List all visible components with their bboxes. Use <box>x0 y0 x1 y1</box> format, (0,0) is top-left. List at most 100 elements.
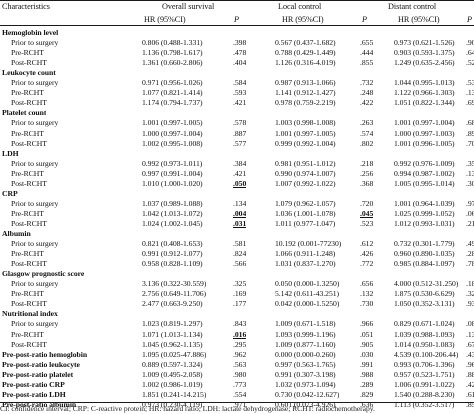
os-p-cell: .169 <box>233 289 247 299</box>
dc-hr-cell: 0.957 (0.523-1.751) <box>394 369 455 379</box>
dc-p-cell: .53 <box>466 78 474 88</box>
os-p-cell: .177 <box>233 299 247 309</box>
dc-hr-cell: 1.050 (0.352-3.131) <box>394 299 455 309</box>
os-p-cell: .554 <box>233 389 247 399</box>
os-p-cell: .773 <box>233 379 247 389</box>
lc-p-cell: .991 <box>360 359 374 369</box>
os-hr-cell: 0.971 (0.956-1.026) <box>142 78 203 88</box>
lc-p-cell: .422 <box>360 98 374 108</box>
section-label: Hemoglobin level <box>2 28 59 37</box>
dc-hr-cell: 0.993 (0.706-1.396) <box>394 359 455 369</box>
dc-hr-cell: 1.540 (0.288-8.230) <box>394 389 455 399</box>
dc-hr-cell: 0.829 (0.671-1.024) <box>394 319 455 329</box>
os-hr-cell: 1.000 (0.997-1.004) <box>142 128 203 138</box>
lc-p-cell: .802 <box>360 138 374 148</box>
lc-hr-cell: 0.987 (0.913-1.066) <box>275 78 336 88</box>
lc-hr-cell: 1.079 (0.962-1.057) <box>275 198 336 208</box>
os-hr-cell: 1.077 (0.821-1.414) <box>142 88 203 98</box>
lc-p-cell: .045 <box>360 208 374 218</box>
lc-hr-cell: 10.192 (0.001-77230) <box>275 239 342 249</box>
dc-p-cell: .32 <box>466 289 474 299</box>
header-overall-survival: Overall survival <box>162 2 215 11</box>
lc-hr-cell: 1.009 (0.877-1.160) <box>275 339 336 349</box>
lc-hr-cell: 1.032 (0.973-1.094) <box>275 379 336 389</box>
row-label: Pre-post-ratio albumin <box>2 399 77 409</box>
lc-p-cell: .444 <box>360 48 374 58</box>
dc-hr-cell: 1.249 (0.635-2.456) <box>394 58 455 68</box>
dc-p-cell: .08 <box>466 319 474 329</box>
lc-hr-cell: 1.126 (0.316-4.019) <box>275 58 336 68</box>
os-p-cell: .581 <box>233 239 247 249</box>
subheader-dc-hr: HR (95%CI) <box>398 15 440 24</box>
os-hr-cell: 3.136 (0.322-30.559) <box>142 279 207 289</box>
lc-hr-cell: 0.567 (0.437-1.682) <box>275 38 336 48</box>
lc-p-cell: .368 <box>360 178 374 188</box>
dc-p-cell: .49 <box>466 239 474 249</box>
dc-hr-cell: 1.039 (0.988-1.093) <box>394 329 455 339</box>
os-p-cell: .398 <box>233 38 247 48</box>
os-p-cell: .577 <box>233 138 247 148</box>
dc-p-cell: .61 <box>466 389 474 399</box>
table-bottom-rule <box>0 402 474 403</box>
header-local-control: Local control <box>278 2 322 11</box>
row-label: Prior to surgery <box>11 158 59 168</box>
dc-p-cell: .64 <box>466 48 474 58</box>
lc-p-cell: .905 <box>360 339 374 349</box>
os-hr-cell: 1.037 (0.989-1.088) <box>142 198 203 208</box>
dc-p-cell: .68 <box>466 118 474 128</box>
row-label: Pre-RCHT <box>11 88 44 98</box>
os-hr-cell: 0.821 (0.408-1.653) <box>142 239 203 249</box>
dc-p-cell: .13 <box>466 168 474 178</box>
dc-p-cell: .30 <box>466 178 474 188</box>
os-p-cell: .421 <box>233 98 247 108</box>
row-label: Post-RCHT <box>11 299 47 309</box>
row-label: Post-RCHT <box>11 98 47 108</box>
os-hr-cell: 1.045 (0.962-1.135) <box>142 339 203 349</box>
row-label: Post-RCHT <box>11 218 47 228</box>
section-label: Glasgow prognostic score <box>2 269 85 279</box>
lc-p-cell: .988 <box>360 369 374 379</box>
dc-p-cell: .42 <box>466 379 474 389</box>
lc-hr-cell: 0.981 (0.951-1.012) <box>275 158 336 168</box>
os-hr-cell: 1.071 (1.013-1.134) <box>142 329 203 339</box>
dc-p-cell: .21 <box>466 218 474 228</box>
dc-hr-cell: 1.025 (0.999-1.052) <box>394 208 455 218</box>
os-hr-cell: 1.002 (0.995-1.008) <box>142 138 203 148</box>
lc-p-cell: .612 <box>360 239 374 249</box>
section-label: Albumin <box>2 229 31 238</box>
lc-hr-cell: 1.141 (0.912-1.427) <box>275 88 336 98</box>
section-label: LDH <box>2 148 19 158</box>
row-label: Pre-post-ratio leukocyte <box>2 359 80 369</box>
dc-hr-cell: 1.001 (0.996-1.005) <box>394 138 455 148</box>
dc-hr-cell: 0.903 (0.593-1.375) <box>394 48 455 58</box>
lc-p-cell: .289 <box>360 379 374 389</box>
os-p-cell: .325 <box>233 279 247 289</box>
lc-hr-cell: 1.036 (1.001-1.078) <box>275 208 336 218</box>
lc-p-cell: .523 <box>360 218 374 228</box>
lc-p-cell: .263 <box>360 118 374 128</box>
lc-hr-cell: 0.601 (0.073-4.926) <box>275 399 336 409</box>
os-hr-cell: 1.023 (0.819-1.297) <box>142 319 203 329</box>
os-hr-cell: 1.361 (0.660-2.806) <box>142 58 203 68</box>
dc-hr-cell: 0.985 (0.884-1.097) <box>394 259 455 269</box>
os-p-cell: .478 <box>233 48 247 58</box>
section-label: Leukocyte count <box>2 68 56 78</box>
os-p-cell: .593 <box>233 88 247 98</box>
os-p-cell: .004 <box>233 208 247 218</box>
subheader-lc-p: P <box>362 15 367 24</box>
dc-p-cell: .89 <box>466 128 474 138</box>
row-label: Prior to surgery <box>11 118 59 128</box>
lc-p-cell: .218 <box>360 158 374 168</box>
lc-p-cell: .732 <box>360 78 374 88</box>
lc-p-cell: .655 <box>360 38 374 48</box>
os-hr-cell: 0.973 (0.230-4.119) <box>142 399 203 409</box>
os-hr-cell: 1.002 (0.986-1.019) <box>142 379 203 389</box>
row-label: Pre-post-ratio hemoglobin <box>2 349 88 359</box>
lc-hr-cell: 0.991 (0.307-3.198) <box>275 369 336 379</box>
os-hr-cell: 0.992 (0.973-1.011) <box>142 158 203 168</box>
dc-p-cell: .85 <box>466 399 474 409</box>
os-hr-cell: 2.477 (0.663-9.250) <box>142 299 203 309</box>
lc-hr-cell: 0.050 (0.000-1.3250) <box>275 279 340 289</box>
lc-hr-cell: 0.788 (0.429-1.449) <box>275 48 336 58</box>
os-p-cell: .584 <box>233 78 247 88</box>
